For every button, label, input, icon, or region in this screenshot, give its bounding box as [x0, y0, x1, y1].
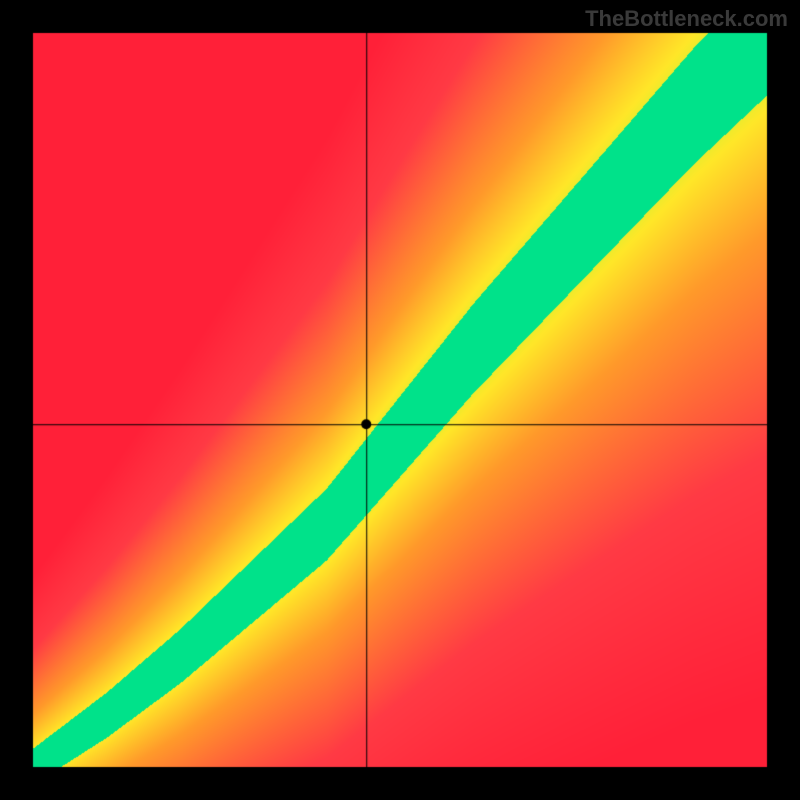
chart-container: TheBottleneck.com — [0, 0, 800, 800]
bottleneck-heatmap — [0, 0, 800, 800]
watermark-text: TheBottleneck.com — [585, 6, 788, 32]
